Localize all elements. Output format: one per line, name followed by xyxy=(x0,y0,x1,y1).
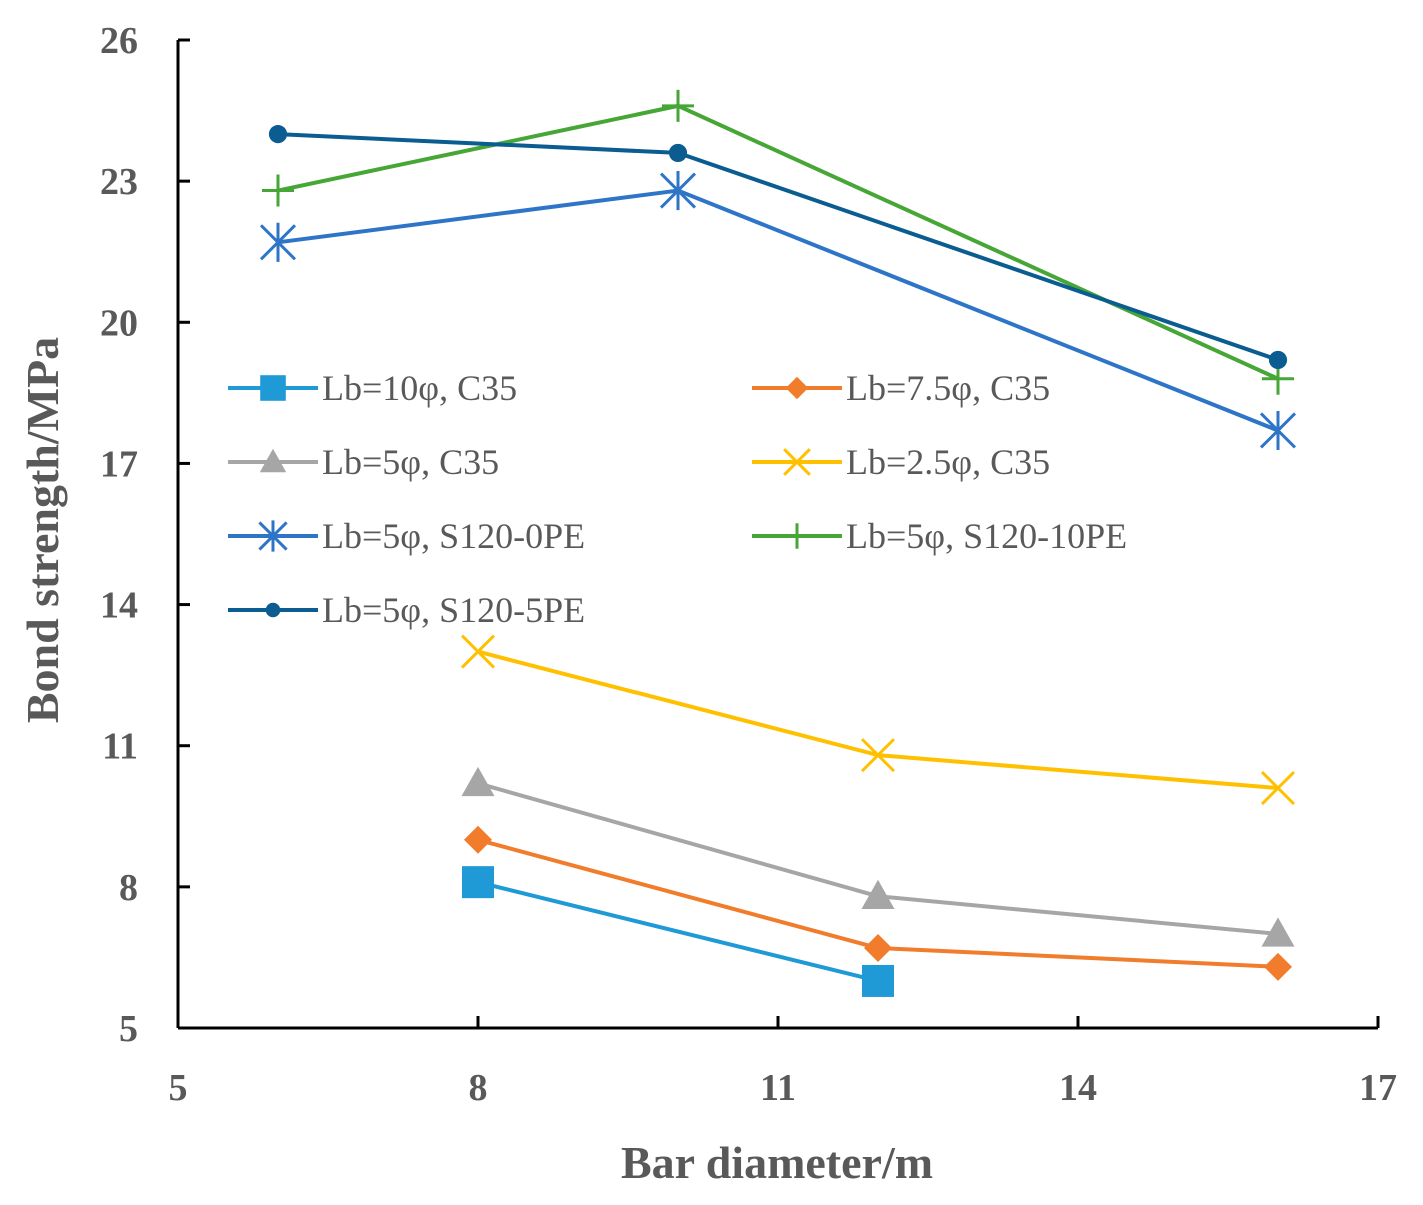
data-point xyxy=(860,738,896,773)
data-point xyxy=(1268,350,1288,370)
legend-label: Lb=5φ, C35 xyxy=(322,442,499,482)
data-point xyxy=(259,222,297,262)
data-point xyxy=(783,448,811,476)
legend-entry: Lb=5φ, C35 xyxy=(228,442,499,482)
y-tick-label: 17 xyxy=(100,443,138,485)
data-point xyxy=(1259,410,1297,451)
data-point xyxy=(461,766,495,797)
data-point xyxy=(668,143,688,163)
axes: 5 8 11 14 17 20 23 26 5 8 11 14 17 xyxy=(100,20,1397,1109)
series-4 xyxy=(259,171,1297,451)
series-5 xyxy=(262,89,1294,395)
data-point xyxy=(1260,770,1296,806)
data-point xyxy=(262,174,294,207)
series-line xyxy=(277,132,1279,362)
data-point xyxy=(659,171,697,211)
legend-entry: Lb=10φ, C35 xyxy=(228,368,517,408)
series-2 xyxy=(461,766,1295,947)
data-point xyxy=(864,934,892,963)
y-tick-label: 26 xyxy=(100,20,138,62)
x-tick-label: 5 xyxy=(169,1067,188,1109)
data-point xyxy=(785,376,809,400)
x-tick-label: 14 xyxy=(1059,1067,1097,1109)
series-0 xyxy=(462,866,894,997)
legend-entry: Lb=5φ, S120-5PE xyxy=(228,590,585,630)
data-point xyxy=(861,879,895,910)
data-point xyxy=(462,866,494,899)
data-point xyxy=(662,89,694,122)
x-tick-label: 11 xyxy=(760,1067,796,1109)
data-point xyxy=(260,375,286,401)
plot-series xyxy=(259,89,1297,997)
y-tick-label: 5 xyxy=(119,1008,138,1050)
series-1 xyxy=(464,825,1292,981)
legend-label: Lb=5φ, S120-10PE xyxy=(846,516,1127,556)
legend-label: Lb=5φ, S120-5PE xyxy=(322,590,585,630)
y-tick-label: 23 xyxy=(100,161,138,203)
series-6 xyxy=(268,124,1288,370)
data-point xyxy=(460,634,496,669)
data-point xyxy=(265,602,281,618)
legend-entry: Lb=5φ, S120-10PE xyxy=(752,516,1127,556)
legend: Lb=10φ, C35 Lb=7.5φ, C35 Lb=5φ, C35 Lb=2.5φ… xyxy=(228,368,1127,630)
x-axis-title: Bar diameter/m xyxy=(621,1137,933,1188)
series-3 xyxy=(460,634,1296,806)
legend-label: Lb=5φ, S120-0PE xyxy=(322,516,585,556)
y-tick-label: 8 xyxy=(119,867,138,909)
legend-label: Lb=10φ, C35 xyxy=(322,368,517,408)
x-tick-label: 17 xyxy=(1359,1067,1397,1109)
data-point xyxy=(1261,917,1295,947)
data-point xyxy=(1264,952,1292,981)
legend-label: Lb=2.5φ, C35 xyxy=(846,442,1050,482)
legend-label: Lb=7.5φ, C35 xyxy=(846,368,1050,408)
legend-entry: Lb=5φ, S120-0PE xyxy=(228,516,585,556)
data-point xyxy=(259,448,287,473)
series-line xyxy=(477,880,879,983)
legend-entry: Lb=7.5φ, C35 xyxy=(752,368,1050,408)
legend-entry: Lb=2.5φ, C35 xyxy=(752,442,1050,482)
y-tick-label: 11 xyxy=(102,726,138,768)
series-line xyxy=(277,103,1279,381)
y-tick-label: 14 xyxy=(100,585,138,627)
y-axis-title: Bond strength/MPa xyxy=(17,337,68,723)
data-point xyxy=(268,124,288,144)
x-tick-label: 8 xyxy=(469,1067,488,1109)
data-point xyxy=(862,964,894,997)
data-point xyxy=(784,523,810,549)
y-tick-label: 20 xyxy=(100,302,138,344)
data-point xyxy=(464,825,492,854)
series-line xyxy=(477,649,1279,791)
data-point xyxy=(258,520,288,552)
